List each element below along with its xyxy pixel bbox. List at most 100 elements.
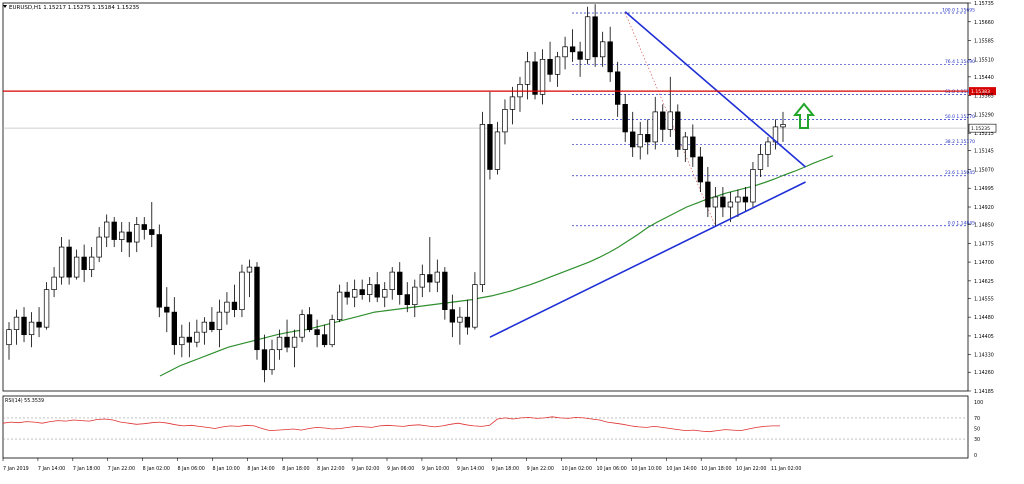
price-tick-label: 1.14185: [974, 389, 994, 395]
candle-bull: [6, 329, 12, 346]
candle-bull: [457, 316, 463, 323]
candle-bull: [419, 274, 425, 288]
candle-bull: [509, 96, 516, 110]
candle-bull: [73, 256, 80, 278]
candle-bull: [412, 286, 418, 305]
candle-bear: [36, 321, 42, 328]
time-tick-label: 9 Jan 06:00: [387, 466, 414, 472]
candle-bull: [88, 256, 95, 270]
candle-bear: [532, 61, 538, 95]
time-tick-label: 10 Jan 22:00: [736, 466, 766, 472]
candle-bear: [577, 51, 583, 60]
candle-bear: [645, 134, 651, 143]
candle-bear: [464, 316, 471, 328]
rsi-tick-label: 70: [974, 416, 980, 422]
time-tick-label: 10 Jan 14:00: [666, 466, 696, 472]
candle-bear: [742, 196, 749, 203]
price-tick-label: 1.15660: [974, 20, 994, 26]
candle-bull: [667, 111, 673, 130]
candle-bull: [299, 314, 305, 338]
time-tick-label: 7 Jan 2019: [3, 466, 29, 472]
candle-bull: [134, 224, 140, 243]
candle-bull: [562, 46, 568, 58]
rsi-panel-border: [2, 395, 969, 459]
price-tick-label: 1.14625: [974, 279, 994, 285]
moving-average: [159, 155, 834, 377]
candle-bull: [224, 301, 230, 313]
candle-bull: [584, 16, 591, 60]
time-tick-label: 9 Jan 18:00: [492, 466, 519, 472]
price-tick-label: 1.15215: [974, 131, 994, 137]
candle-bull: [246, 266, 253, 273]
candle-bull: [351, 289, 358, 298]
price-tick-label: 1.14330: [974, 353, 994, 359]
candle-bear: [66, 246, 72, 278]
candle-bull: [524, 61, 531, 85]
price-tick-label: 1.15290: [974, 112, 994, 118]
candle-bear: [156, 234, 162, 308]
resistance-label-box: [969, 87, 996, 96]
time-tick-label: 7 Jan 18:00: [73, 466, 100, 472]
trendline-support: [489, 181, 806, 338]
price-tick-label: 1.14700: [974, 260, 994, 266]
rsi-tick-label: 50: [974, 427, 980, 433]
time-tick-label: 10 Jan 10:00: [631, 466, 661, 472]
rsi-label: RSI(14) 55.3539: [5, 398, 44, 404]
candle-bull: [434, 271, 441, 283]
price-tick-label: 1.15735: [974, 1, 994, 7]
chart-border: [2, 2, 969, 459]
candle-bear: [449, 309, 456, 323]
candle-bear: [149, 229, 155, 235]
time-tick-label: 7 Jan 14:00: [38, 466, 65, 472]
candle-bear: [254, 266, 260, 351]
time-tick-label: 9 Jan 14:00: [457, 466, 484, 472]
fib-level-label: 61.8 1.15370: [945, 89, 975, 95]
candle-bull: [201, 321, 208, 333]
rsi-tick-label: 30: [974, 437, 980, 443]
candle-bear: [306, 314, 313, 331]
candle-bear: [690, 136, 696, 158]
candle-bull: [239, 271, 245, 310]
trendlines: [489, 11, 807, 338]
fib-level-label: 0.0 1.14845: [948, 220, 975, 226]
price-tick-label: 1.15145: [974, 149, 994, 155]
price-tick-label: 1.14260: [974, 370, 994, 376]
price-tick-label: 1.15070: [974, 167, 994, 173]
candle-bull: [336, 291, 343, 321]
rsi-panel: RSI(14) 55.3539 100 70 50 30 0: [2, 398, 983, 459]
time-tick-label: 9 Jan 02:00: [352, 466, 379, 472]
candle-bear: [547, 58, 553, 75]
symbol-header: EURUSD,H1 1.15217 1.15275 1.15184 1.1523…: [9, 5, 140, 11]
candle-bull: [502, 109, 508, 133]
up-arrow-icon: [792, 102, 816, 129]
candle-bear: [427, 274, 433, 283]
candle-bear: [126, 231, 132, 243]
price-tick-label: 1.14775: [974, 241, 994, 247]
candle-bear: [720, 196, 726, 208]
candle-bull: [382, 289, 388, 298]
candle-bear: [615, 71, 621, 105]
time-tick-label: 8 Jan 14:00: [247, 466, 274, 472]
time-tick-label: 7 Jan 22:00: [108, 466, 135, 472]
time-tick-label: 8 Jan 22:00: [317, 466, 344, 472]
candle-bull: [727, 201, 734, 208]
time-tick-label: 8 Jan 02:00: [143, 466, 170, 472]
candle-bull: [554, 56, 561, 75]
candle-bear: [487, 124, 493, 170]
candle-bull: [291, 336, 298, 348]
current-price-box: [968, 123, 997, 133]
candle-bull: [216, 311, 223, 331]
candle-bull: [735, 196, 741, 203]
candle-bull: [539, 58, 546, 95]
price-tick-label: 1.14920: [974, 205, 994, 211]
candle-bear: [442, 271, 448, 310]
fib-level-label: 38.2 1.15170: [945, 139, 975, 145]
price-tick-label: 1.15365: [974, 94, 994, 100]
candle-bear: [359, 289, 365, 295]
price-tick-label: 1.15510: [974, 57, 994, 63]
candle-bull: [194, 331, 200, 343]
candle-bear: [186, 336, 193, 343]
header-dropdown-icon[interactable]: [3, 5, 7, 8]
